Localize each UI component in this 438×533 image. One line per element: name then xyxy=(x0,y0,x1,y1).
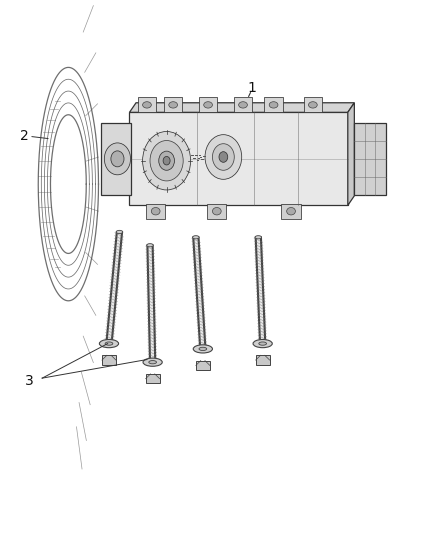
Text: 1: 1 xyxy=(247,82,256,95)
Ellipse shape xyxy=(204,102,212,108)
Bar xyxy=(130,112,348,205)
Ellipse shape xyxy=(287,207,295,215)
Ellipse shape xyxy=(150,141,183,181)
Ellipse shape xyxy=(219,152,228,163)
Bar xyxy=(138,98,156,112)
Ellipse shape xyxy=(253,340,272,348)
Bar xyxy=(282,204,300,219)
Ellipse shape xyxy=(99,340,119,348)
Ellipse shape xyxy=(255,236,261,239)
Ellipse shape xyxy=(205,135,242,179)
Ellipse shape xyxy=(239,102,247,108)
Ellipse shape xyxy=(193,236,199,239)
Bar xyxy=(354,123,386,195)
Ellipse shape xyxy=(143,102,151,108)
Ellipse shape xyxy=(269,102,278,108)
Ellipse shape xyxy=(199,348,207,351)
Ellipse shape xyxy=(105,342,113,345)
Ellipse shape xyxy=(151,207,160,215)
Ellipse shape xyxy=(116,230,123,233)
Ellipse shape xyxy=(308,102,317,108)
Ellipse shape xyxy=(147,244,153,247)
Bar xyxy=(304,98,322,112)
Ellipse shape xyxy=(169,102,177,108)
Bar xyxy=(256,356,270,365)
Ellipse shape xyxy=(143,358,162,366)
Bar xyxy=(164,98,182,112)
Bar xyxy=(101,123,131,195)
Ellipse shape xyxy=(212,144,234,170)
Bar xyxy=(146,374,159,383)
Ellipse shape xyxy=(104,143,131,175)
Ellipse shape xyxy=(259,342,266,345)
Polygon shape xyxy=(348,103,354,205)
Bar xyxy=(265,98,283,112)
Ellipse shape xyxy=(163,157,170,165)
Bar xyxy=(207,204,226,219)
Text: 2: 2 xyxy=(20,130,29,143)
Ellipse shape xyxy=(212,207,221,215)
Text: 3: 3 xyxy=(25,374,33,388)
Bar xyxy=(102,356,116,365)
Ellipse shape xyxy=(143,132,191,190)
Ellipse shape xyxy=(159,151,174,170)
Bar xyxy=(234,98,252,112)
Bar xyxy=(146,204,165,219)
Ellipse shape xyxy=(193,345,212,353)
Ellipse shape xyxy=(111,151,124,167)
Polygon shape xyxy=(130,103,354,112)
Bar xyxy=(199,98,217,112)
Ellipse shape xyxy=(149,360,156,364)
Bar xyxy=(196,361,210,370)
